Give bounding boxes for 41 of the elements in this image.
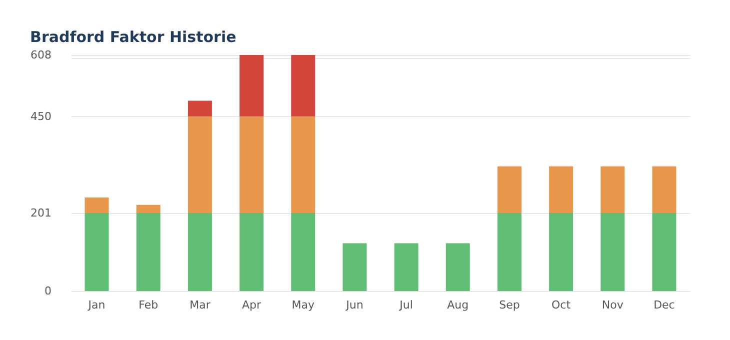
y-tick-label: 450 [30,110,52,123]
bar [188,100,212,116]
x-tick-label: Jul [398,298,413,312]
x-tick-label: Jun [345,298,364,312]
x-tick-label: Sep [499,298,520,312]
bar [600,166,625,213]
bar [188,212,212,291]
x-tick-label: May [292,298,315,312]
bar [497,212,522,291]
bar [136,204,160,213]
y-tick-label: 608 [30,48,52,62]
bar [600,212,625,291]
bar [291,55,316,116]
bar [497,166,522,213]
bar [446,243,470,291]
bar [240,212,264,291]
x-tick-label: Nov [602,298,624,312]
x-tick-label: Mar [190,298,211,312]
bar [136,212,160,291]
x-tick-label: Jan [87,298,106,312]
bar [549,212,574,291]
bar [188,116,212,213]
bar [240,116,264,213]
bar [652,212,676,291]
bar [394,243,418,291]
bar [549,166,574,213]
x-tick-label: Aug [447,298,469,312]
bar [342,243,367,291]
x-tick-label: Feb [138,298,158,312]
bar [84,212,109,291]
x-tick-label: Oct [552,298,572,312]
bar [291,212,316,291]
chart-title: Bradford Faktor Historie [30,28,236,46]
y-tick-label: 201 [30,206,52,220]
x-tick-label: Dec [654,298,675,312]
y-tick-label: 0 [44,284,52,298]
bar [84,197,109,213]
x-tick-label: Apr [242,298,262,312]
bar [240,55,264,116]
bar [291,116,316,213]
bar [652,166,676,213]
